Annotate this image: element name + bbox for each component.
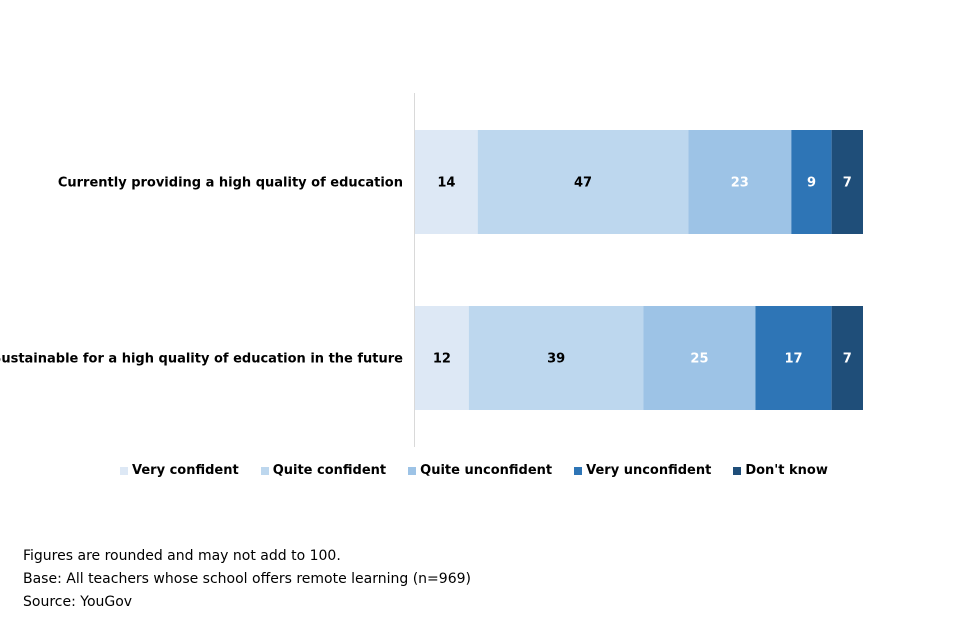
data-label: 23	[731, 176, 749, 191]
legend-swatch	[408, 466, 417, 475]
category-label: Sustainable for a high quality of educat…	[0, 352, 403, 367]
data-label: 7	[843, 176, 852, 191]
data-label: 17	[785, 352, 803, 367]
bar-segment	[468, 306, 644, 410]
bar-segment	[791, 130, 832, 234]
data-label: 12	[433, 352, 451, 367]
data-label: 7	[843, 352, 852, 367]
legend-swatch	[120, 466, 128, 475]
note-base: Base: All teachers whose school offers r…	[23, 571, 471, 587]
note-source: Source: YouGov	[23, 594, 133, 610]
legend-item: Quite unconfident	[408, 463, 552, 478]
legend-item: Very confident	[120, 463, 239, 478]
data-label: 39	[547, 352, 565, 367]
legend-swatch	[260, 466, 269, 475]
legend-item: Very unconfident	[574, 463, 711, 478]
bar-segment	[831, 306, 863, 410]
legend-label: Very unconfident	[586, 463, 712, 478]
data-label: 25	[690, 352, 708, 367]
legend-item: Don't know	[733, 463, 828, 478]
category-label: Currently providing a high quality of ed…	[58, 176, 403, 191]
data-label: 47	[574, 176, 592, 191]
bar-segment	[643, 306, 756, 410]
legend-label: Quite unconfident	[420, 463, 553, 478]
legend-label: Quite confident	[272, 463, 387, 478]
legend-swatch	[733, 466, 742, 475]
legend-item: Quite confident	[260, 463, 387, 478]
bar-segment	[477, 130, 689, 234]
category-labels-group: Currently providing a high quality of ed…	[0, 176, 403, 367]
bar-segment	[415, 306, 469, 410]
notes: Figures are rounded and may not add to 1…	[23, 545, 471, 614]
data-label: 9	[807, 176, 816, 191]
legend-label: Very confident	[132, 463, 239, 478]
bars-group: 14 47 23 9 7 12 39 25 17 7	[415, 130, 863, 410]
note-rounding: Figures are rounded and may not add to 1…	[23, 548, 341, 564]
data-label: 14	[437, 176, 455, 191]
bar-segment	[688, 130, 792, 234]
legend-swatch	[574, 466, 583, 475]
legend: Very confident Quite confident Quite uncon…	[120, 463, 850, 478]
bar-segment	[415, 130, 478, 234]
legend-label: Don't know	[745, 463, 828, 478]
bar-segment	[831, 130, 863, 234]
bar-segment	[755, 306, 832, 410]
